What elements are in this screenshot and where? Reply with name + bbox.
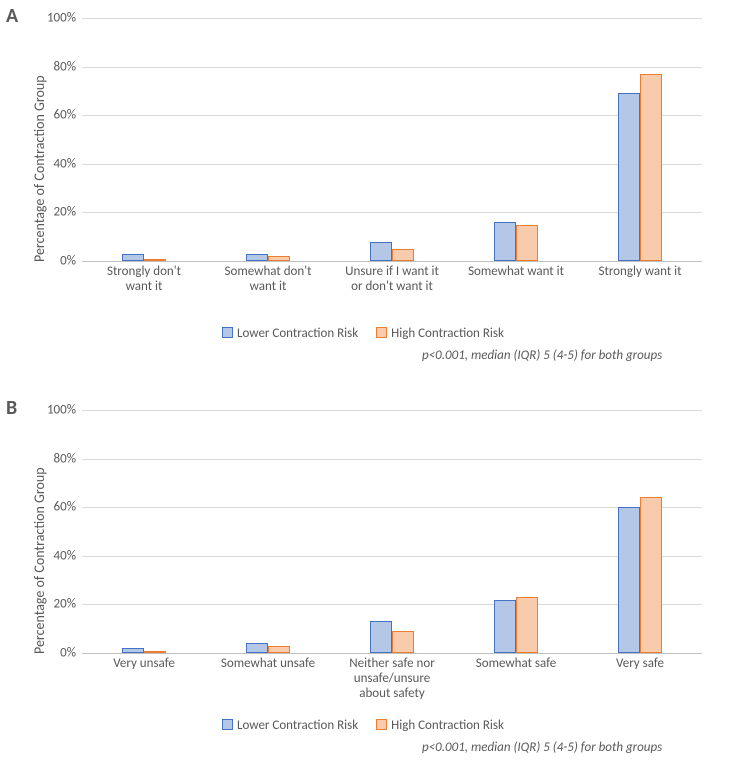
legend-swatch xyxy=(376,327,387,338)
y-axis-title: Percentage of Contraction Group xyxy=(31,75,48,262)
legend: Lower Contraction Risk High Contraction R… xyxy=(222,326,522,341)
bar xyxy=(144,651,166,653)
x-category-label: Neither safe nor unsafe/unsure about saf… xyxy=(330,657,454,702)
legend-label: High Contraction Risk xyxy=(391,718,504,733)
y-tick-label: 20% xyxy=(54,597,76,612)
y-axis-title: Percentage of Contraction Group xyxy=(31,467,48,654)
panel-b: BPercentage of Contraction Group0%20%40%… xyxy=(0,392,729,782)
y-tick-label: 60% xyxy=(54,108,76,123)
x-category-label: Strongly don't want it xyxy=(82,265,206,295)
legend-swatch xyxy=(376,719,387,730)
y-tick-label: 20% xyxy=(54,205,76,220)
bar xyxy=(640,497,662,653)
plot-area: 0%20%40%60%80%100%Very unsafeSomewhat un… xyxy=(82,410,702,653)
stats-note: p<0.001, median (IQR) 5 (4-5) for both g… xyxy=(422,348,662,363)
bar xyxy=(640,74,662,261)
bar xyxy=(370,621,392,653)
bar xyxy=(370,242,392,261)
legend-swatch xyxy=(222,327,233,338)
legend-label: High Contraction Risk xyxy=(391,326,504,341)
panel-label-a: A xyxy=(6,4,18,28)
y-tick-label: 100% xyxy=(47,403,76,418)
bar xyxy=(246,254,268,261)
bar xyxy=(392,249,414,261)
bars-layer xyxy=(82,410,702,653)
x-category-label: Unsure if I want it or don't want it xyxy=(330,265,454,295)
legend-swatch xyxy=(222,719,233,730)
bar xyxy=(122,254,144,261)
y-tick-label: 60% xyxy=(54,500,76,515)
x-category-label: Very safe xyxy=(578,657,702,672)
legend-label: Lower Contraction Risk xyxy=(237,718,358,733)
bar xyxy=(494,222,516,261)
y-tick-label: 40% xyxy=(54,548,76,563)
x-category-label: Very unsafe xyxy=(82,657,206,672)
bar xyxy=(268,646,290,653)
x-category-label: Somewhat don't want it xyxy=(206,265,330,295)
bars-layer xyxy=(82,18,702,261)
y-tick-label: 80% xyxy=(54,451,76,466)
bar xyxy=(392,631,414,653)
legend-label: Lower Contraction Risk xyxy=(237,326,358,341)
bar xyxy=(122,648,144,653)
legend-item: High Contraction Risk xyxy=(376,718,504,733)
bar xyxy=(144,259,166,261)
y-tick-label: 80% xyxy=(54,59,76,74)
stats-note: p<0.001, median (IQR) 5 (4-5) for both g… xyxy=(422,740,662,755)
grid-line xyxy=(82,653,702,654)
bar xyxy=(618,93,640,261)
grid-line xyxy=(82,261,702,262)
x-category-label: Somewhat safe xyxy=(454,657,578,672)
x-category-label: Strongly want it xyxy=(578,265,702,280)
bar xyxy=(268,256,290,261)
legend-item: Lower Contraction Risk xyxy=(222,718,358,733)
x-category-label: Somewhat want it xyxy=(454,265,578,280)
bar xyxy=(618,507,640,653)
panel-a: APercentage of Contraction Group0%20%40%… xyxy=(0,0,729,390)
bar xyxy=(494,600,516,653)
plot-area: 0%20%40%60%80%100%Strongly don't want it… xyxy=(82,18,702,261)
bar xyxy=(516,597,538,653)
bar xyxy=(516,225,538,261)
y-tick-label: 0% xyxy=(60,646,76,661)
bar xyxy=(246,643,268,653)
legend-item: Lower Contraction Risk xyxy=(222,326,358,341)
y-tick-label: 40% xyxy=(54,156,76,171)
y-tick-label: 0% xyxy=(60,254,76,269)
legend: Lower Contraction Risk High Contraction R… xyxy=(222,718,522,733)
legend-item: High Contraction Risk xyxy=(376,326,504,341)
x-category-label: Somewhat unsafe xyxy=(206,657,330,672)
panel-label-b: B xyxy=(6,396,17,420)
y-tick-label: 100% xyxy=(47,11,76,26)
